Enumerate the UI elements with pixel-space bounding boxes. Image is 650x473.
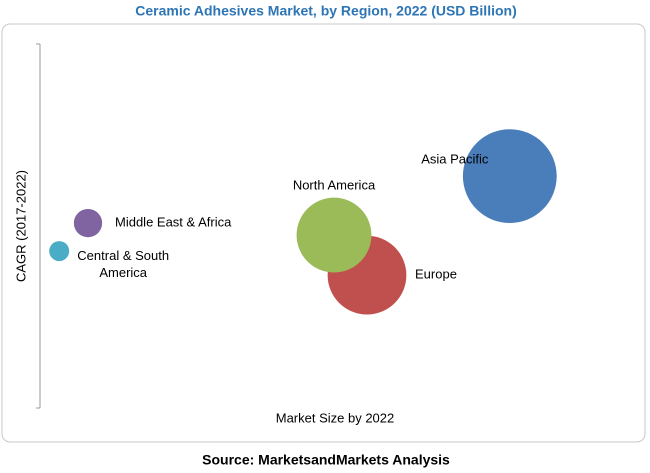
bubble [462, 129, 557, 224]
bubble [296, 197, 372, 273]
x-axis-label: Market Size by 2022 [276, 410, 395, 425]
bubble-label: Asia Pacific [421, 152, 489, 167]
bubble [49, 241, 70, 262]
bubble-label-box: Central & South America [77, 248, 170, 281]
bubble-label: Middle East & Africa [115, 215, 232, 230]
bubble [73, 208, 103, 238]
source: Source: MarketsandMarkets Analysis [202, 452, 450, 468]
bubble-label: Europe [415, 267, 457, 282]
chart-title: Ceramic Adhesives Market, by Region, 202… [135, 3, 517, 19]
bubble-label: Central & South America [77, 248, 170, 281]
y-axis-label: CAGR (2017-2022) [13, 170, 28, 282]
bubble-label: North America [293, 178, 376, 193]
